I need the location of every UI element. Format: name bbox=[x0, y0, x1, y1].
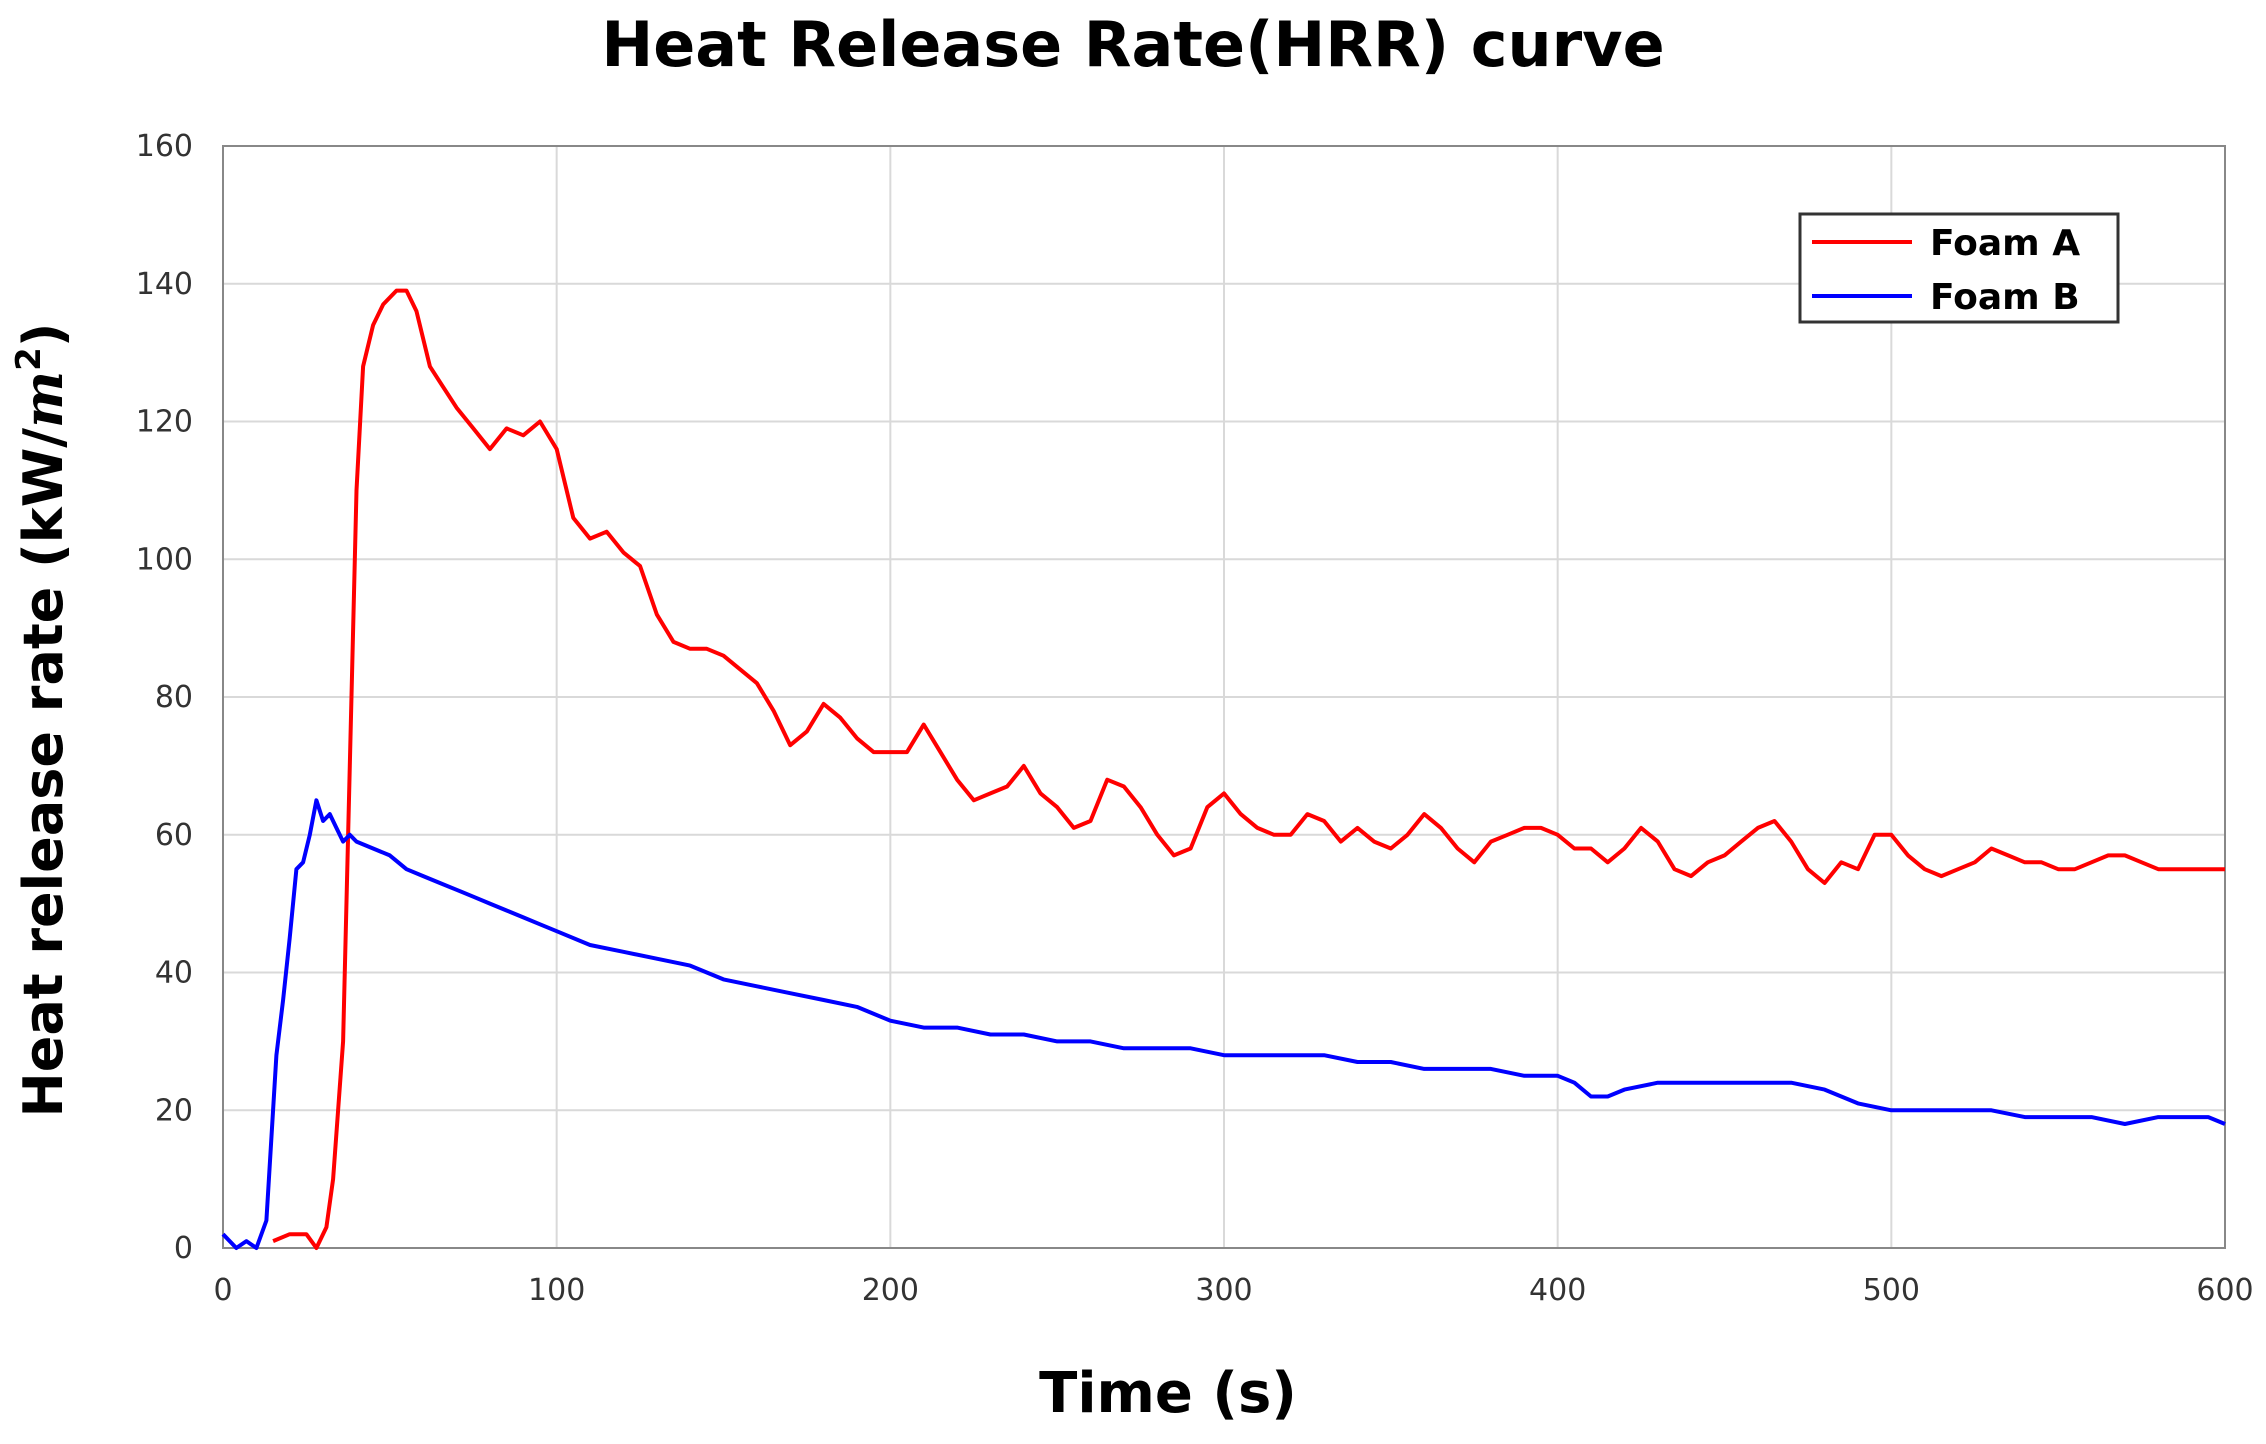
x-tick-label: 200 bbox=[862, 1273, 919, 1308]
y-tick-label: 20 bbox=[155, 1093, 193, 1128]
y-axis-label: Heat release rate (kW/m2) bbox=[9, 323, 75, 1118]
x-tick-label: 400 bbox=[1529, 1273, 1586, 1308]
legend-label-foam-b: Foam B bbox=[1930, 277, 2080, 318]
y-tick-label: 40 bbox=[155, 956, 193, 991]
y-ticks: 0 20 40 60 80 100 120 140 160 bbox=[136, 129, 193, 1266]
x-ticks: 0 100 200 300 400 500 600 bbox=[213, 1273, 2253, 1308]
plot-frame bbox=[222, 145, 2226, 1249]
series-line-foam-a bbox=[272, 288, 2225, 1250]
y-tick-label: 0 bbox=[174, 1231, 193, 1266]
y-tick-label: 100 bbox=[136, 542, 193, 577]
y-tick-label: 80 bbox=[155, 680, 193, 715]
y-axis-label-exponent: 2 bbox=[9, 347, 49, 371]
y-tick-label: 60 bbox=[155, 818, 193, 853]
legend-label-foam-a: Foam A bbox=[1930, 223, 2080, 264]
series-line-foam-b bbox=[221, 798, 2226, 1250]
x-tick-label: 300 bbox=[1195, 1273, 1252, 1308]
x-tick-label: 100 bbox=[528, 1273, 585, 1308]
y-tick-label: 120 bbox=[136, 405, 193, 440]
x-tick-label: 0 bbox=[213, 1273, 232, 1308]
series-layer bbox=[221, 288, 2226, 1250]
x-tick-label: 600 bbox=[2196, 1273, 2253, 1308]
y-tick-label: 140 bbox=[136, 267, 193, 302]
legend-box bbox=[1798, 212, 2120, 324]
y-axis-label-unit: m bbox=[11, 371, 75, 428]
chart-title: Heat Release Rate(HRR) curve bbox=[601, 8, 1665, 81]
x-tick-label: 500 bbox=[1863, 1273, 1920, 1308]
y-axis-label-close: ) bbox=[12, 323, 75, 348]
y-tick-label: 160 bbox=[136, 129, 193, 164]
y-axis-label-text: Heat release rate (kW/ bbox=[12, 428, 75, 1118]
legend: Foam A Foam B bbox=[1798, 212, 2120, 324]
x-axis-label: Time (s) bbox=[1039, 1361, 1297, 1426]
